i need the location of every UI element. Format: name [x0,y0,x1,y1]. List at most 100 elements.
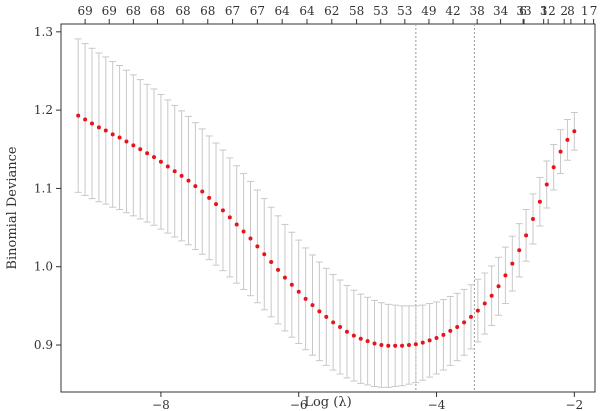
top-tick-label: 34 [493,4,509,18]
data-point [530,216,535,221]
data-point [310,303,315,308]
data-point [289,282,294,287]
top-tick-label: 67 [250,4,265,18]
data-point [406,343,411,348]
plot-frame [60,23,596,393]
y-tick-label: 1.2 [34,103,53,117]
data-point [413,342,418,347]
data-point [386,343,391,348]
data-point [400,343,405,348]
data-point [248,236,253,241]
data-point [227,215,232,220]
top-tick-label: 53 [373,4,388,18]
top-tick-label: 3 [540,4,548,18]
data-point [558,149,563,154]
data-point [152,155,157,160]
y-axis: 0.9 1.0 1.1 1.2 1.3 [34,25,61,352]
y-tick-label: 1.1 [34,181,53,195]
data-point [317,309,322,314]
data-point [262,252,267,257]
top-tick-label: 68 [126,4,141,18]
data-point [124,139,129,144]
data-point [365,339,370,344]
top-tick-label: 7 [590,4,598,18]
x-tick-label: −6 [290,398,308,411]
data-point [468,314,473,319]
top-tick-label: 1 [581,4,589,18]
x-tick-label: −4 [428,398,446,411]
top-tick-label: 58 [349,4,364,18]
top-axis: 69 69 68 68 68 68 67 67 64 64 62 58 53 53 49 42 38 34 33 12… [77,4,597,24]
top-tick-label: 68 [200,4,215,18]
top-tick-label: 38 [470,4,485,18]
data-point [90,121,95,126]
data-point [110,132,115,137]
data-point [282,275,287,280]
data-point [83,117,88,122]
data-point [338,325,343,330]
data-point [96,125,101,130]
data-point [434,335,439,340]
top-tick-label: 68 [150,4,165,18]
top-tick-label: 12 [541,4,556,18]
top-tick-label: 8 [567,4,575,18]
data-point [234,222,239,227]
data-point [145,151,150,156]
data-point [344,329,349,334]
data-point [172,169,177,174]
data-points [76,113,577,348]
y-tick-label: 0.9 [34,338,53,352]
data-point [517,248,522,253]
data-point [103,128,108,133]
x-tick-label: −8 [152,398,170,411]
data-point [565,137,570,142]
data-point [475,308,480,313]
top-tick-label: 33 [516,4,531,18]
data-point [186,178,191,183]
data-point [179,173,184,178]
top-tick-label: 68 [175,4,190,18]
data-point [165,164,170,169]
top-tick-label: 2 [560,4,568,18]
data-point [158,159,163,164]
data-point [331,320,336,325]
data-point [379,343,384,348]
data-point [372,341,377,346]
y-tick-label: 1.3 [34,25,53,39]
data-point [200,189,205,194]
data-point [220,208,225,213]
x-tick-label: −2 [565,398,583,411]
data-point [324,314,329,319]
data-point [510,261,515,266]
data-point [482,301,487,306]
x-axis-label: Log (λ) [304,395,351,410]
y-axis-label: Binomial Deviance [5,146,20,269]
top-tick-label: 69 [102,4,117,18]
data-point [455,325,460,330]
data-point [393,343,398,348]
error-bars [74,38,578,388]
data-point [551,165,556,170]
data-point [351,333,356,338]
data-point [303,296,308,301]
top-tick-label: 67 [225,4,240,18]
data-point [524,233,529,238]
data-point [572,129,577,134]
data-point [214,202,219,207]
data-point [117,135,122,140]
data-point [537,199,542,204]
data-point [76,113,81,118]
data-point [420,340,425,345]
top-tick-label: 62 [324,4,339,18]
data-point [296,289,301,294]
data-point [544,182,549,187]
top-tick-label: 42 [445,4,460,18]
x-axis: −8 −6 −4 −2 [152,392,583,411]
data-point [193,184,198,189]
data-point [462,320,467,325]
data-point [503,273,508,278]
top-tick-label: 64 [299,4,315,18]
data-point [131,143,136,148]
